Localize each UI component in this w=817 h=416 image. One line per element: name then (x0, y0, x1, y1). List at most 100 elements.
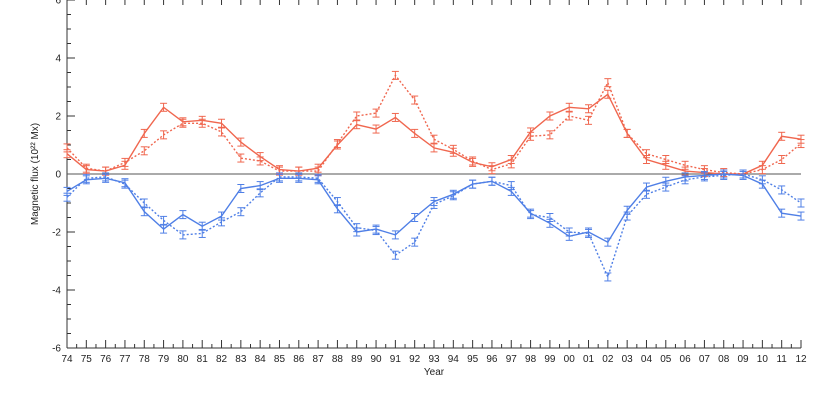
x-tick-label: 88 (332, 354, 344, 365)
error-bar (179, 118, 187, 128)
x-tick-label: 04 (641, 354, 653, 365)
error-bar (295, 172, 303, 182)
error-bar (546, 111, 554, 121)
error-bar (778, 185, 786, 195)
error-bar (430, 199, 438, 209)
error-bar (411, 213, 419, 222)
error-bar (469, 156, 477, 166)
error-bar (604, 272, 612, 282)
x-tick-label: 98 (525, 354, 537, 365)
error-bar (488, 165, 496, 175)
error-bar (430, 134, 438, 144)
x-tick-label: 01 (583, 354, 595, 365)
x-tick-label: 97 (506, 354, 518, 365)
error-bar (140, 146, 148, 156)
x-tick-label: 78 (139, 354, 151, 365)
error-bar (121, 179, 129, 189)
error-bar (237, 184, 245, 193)
error-bar (63, 143, 71, 153)
error-bar (797, 198, 805, 208)
error-bar (681, 160, 689, 170)
error-bar (121, 157, 129, 167)
error-bar (372, 124, 380, 134)
error-bar (218, 118, 226, 128)
error-bar (391, 70, 399, 80)
error-bar (604, 237, 612, 247)
error-bar (140, 207, 148, 217)
error-bar (507, 159, 515, 169)
error-bar (391, 230, 399, 240)
error-bar (758, 165, 766, 175)
x-tick-label: 77 (119, 354, 131, 365)
x-tick-label: 06 (680, 354, 692, 365)
error-bar (411, 95, 419, 105)
error-bar (700, 172, 708, 182)
y-axis-label: Magnetic flux (10²² Mx) (30, 123, 41, 225)
error-bar (353, 223, 361, 233)
error-bar (681, 175, 689, 185)
error-bar (585, 104, 593, 114)
error-bar (623, 128, 631, 138)
x-tick-label: 91 (390, 354, 402, 365)
error-bar (546, 213, 554, 222)
error-bar (449, 144, 457, 154)
error-bar (565, 111, 573, 121)
x-tick-label: 09 (737, 354, 749, 365)
x-tick-label: 81 (197, 354, 209, 365)
error-bar (82, 163, 90, 173)
error-bar (585, 228, 593, 238)
error-bar (237, 207, 245, 217)
error-bar (391, 250, 399, 260)
series-line (66, 173, 802, 279)
series-layer (63, 70, 805, 282)
error-bar (275, 172, 283, 182)
x-tick-label: 89 (351, 354, 363, 365)
x-tick-label: 12 (795, 354, 807, 365)
error-bar (430, 143, 438, 153)
error-bar (179, 230, 187, 240)
x-tick-label: 95 (467, 354, 479, 365)
x-tick-label: 99 (544, 354, 556, 365)
error-bar (797, 139, 805, 149)
x-tick-label: 90 (370, 354, 382, 365)
error-bar (160, 224, 168, 234)
error-bar (778, 155, 786, 164)
series-3 (63, 169, 805, 282)
x-tick-label: 84 (255, 354, 267, 365)
x-tick-label: 75 (81, 354, 93, 365)
x-tick-label: 07 (699, 354, 711, 365)
x-tick-label: 79 (158, 354, 170, 365)
error-bar (604, 78, 612, 88)
error-bar (797, 211, 805, 221)
error-bar (565, 102, 573, 112)
error-bar (333, 139, 341, 149)
x-axis-label: Year (424, 367, 445, 378)
error-bar (372, 226, 380, 236)
x-tick-label: 82 (216, 354, 228, 365)
series-1 (63, 70, 805, 179)
x-tick-label: 96 (486, 354, 498, 365)
error-bar (353, 120, 361, 130)
x-tick-label: 76 (100, 354, 112, 365)
error-bar (372, 108, 380, 118)
y-tick-label: 6 (55, 0, 61, 7)
error-bar (353, 111, 361, 121)
error-bar (179, 210, 187, 220)
error-bar (527, 131, 535, 141)
error-bar (411, 237, 419, 247)
error-bar (778, 131, 786, 141)
error-bar (82, 173, 90, 183)
error-bar (739, 169, 747, 179)
error-bar (256, 156, 264, 166)
x-tick-label: 11 (776, 354, 787, 365)
error-bar (218, 217, 226, 227)
x-tick-label: 10 (757, 354, 769, 365)
error-bar (585, 115, 593, 125)
error-bar (778, 208, 786, 218)
x-tick-label: 05 (660, 354, 672, 365)
x-tick-label: 87 (313, 354, 325, 365)
error-bar (333, 197, 341, 207)
error-bar (391, 112, 399, 122)
error-bar (314, 173, 322, 183)
error-bar (527, 210, 535, 220)
